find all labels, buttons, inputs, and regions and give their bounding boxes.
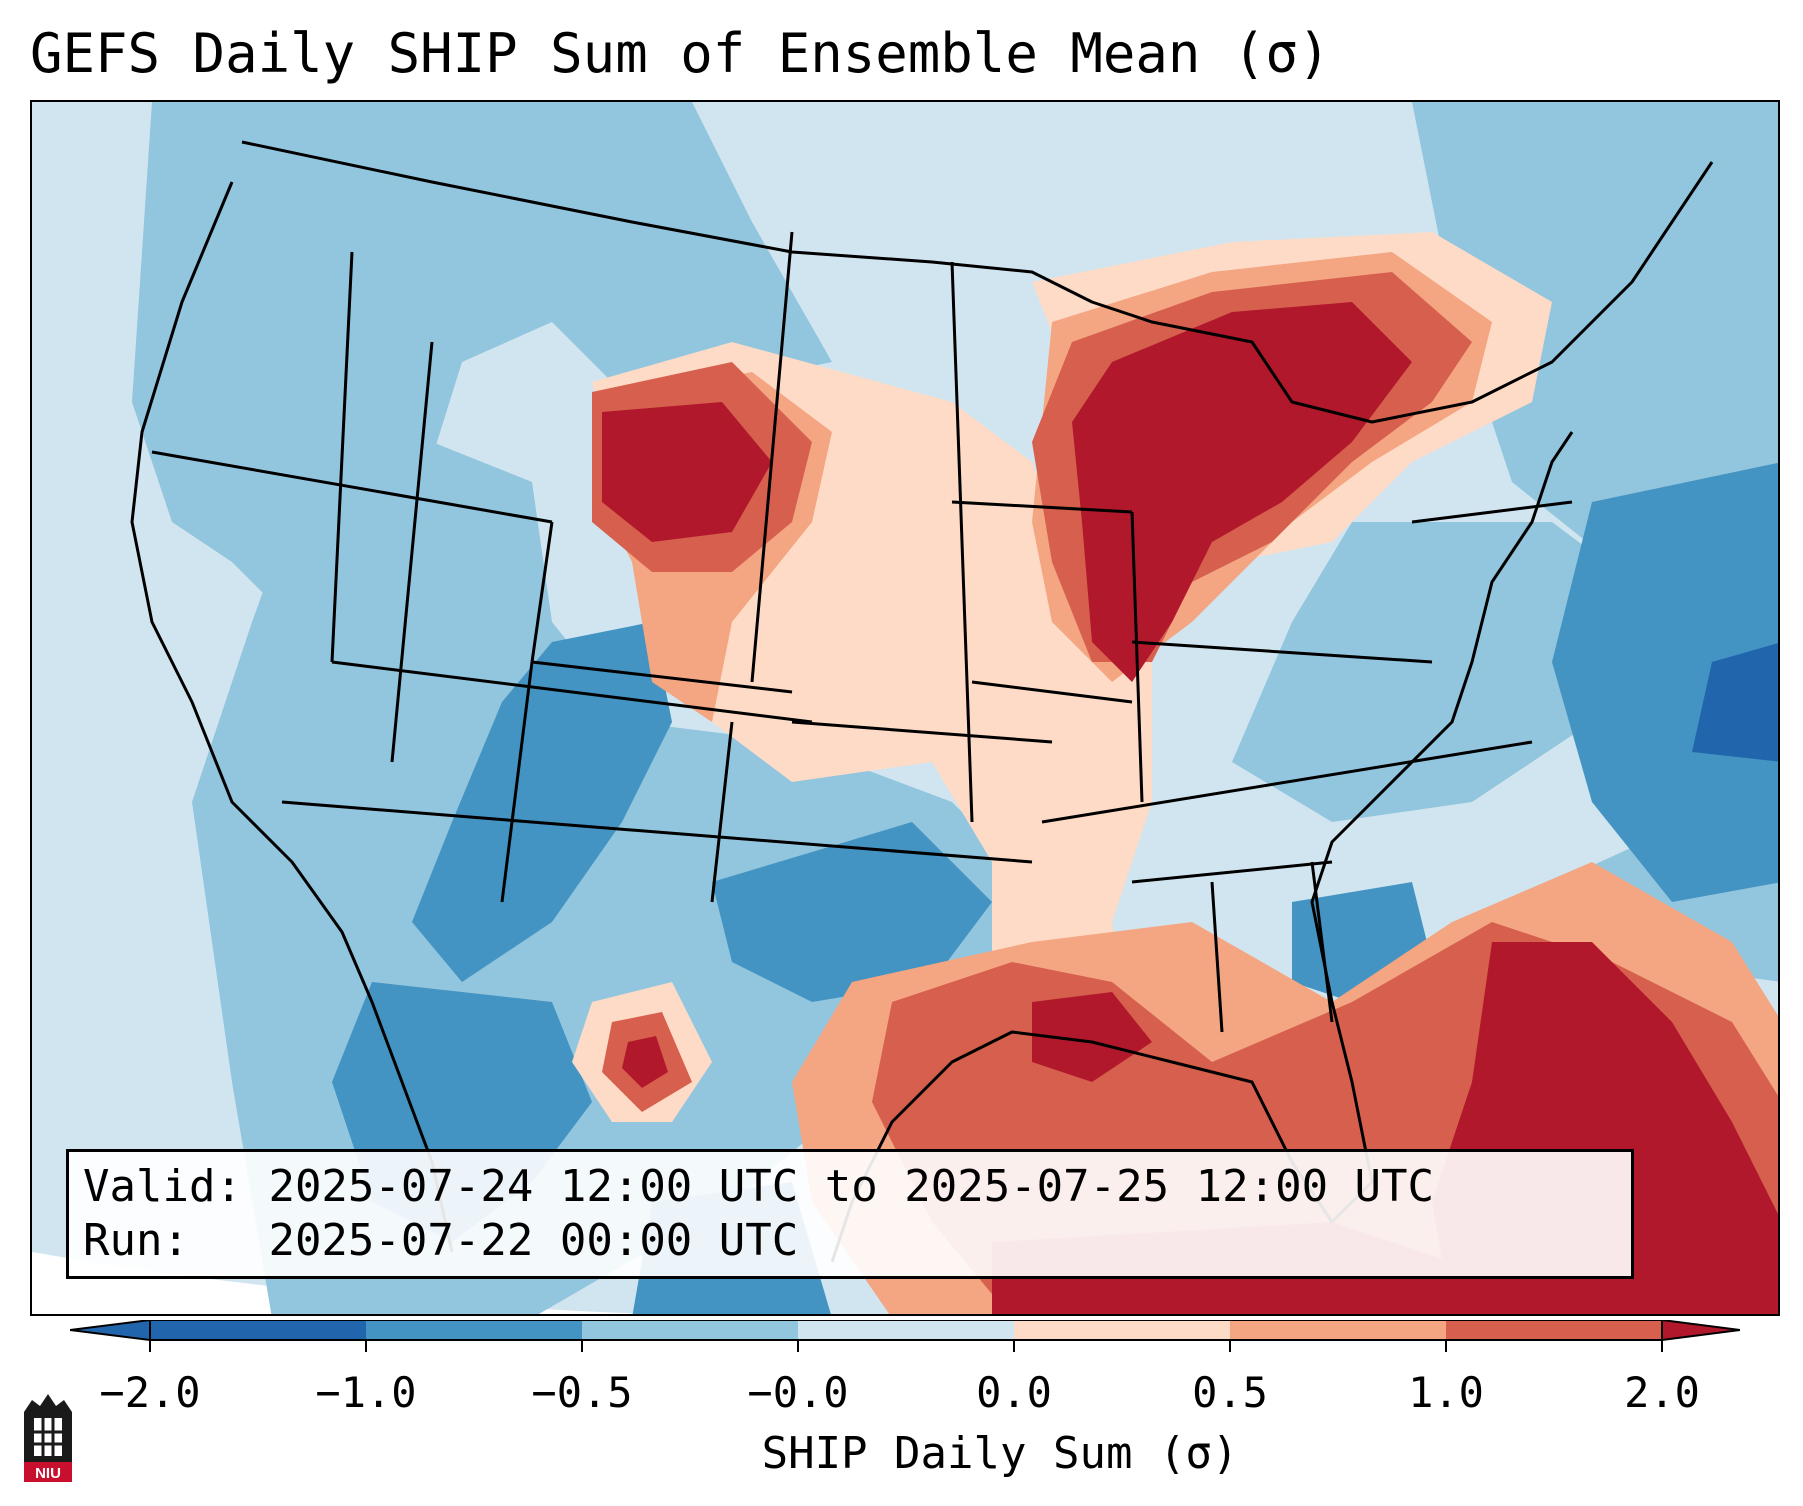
logo-text: NIU <box>35 1465 61 1482</box>
colorbar-tick-label: 0.5 <box>1192 1368 1268 1417</box>
run-label: Run: <box>83 1215 189 1266</box>
colorbar <box>70 1320 1740 1352</box>
field-strong-negative <box>1692 643 1778 762</box>
valid-label: Valid: <box>83 1161 242 1212</box>
colorbar-tick-label: −0.0 <box>747 1368 849 1417</box>
colorbar-extend-low <box>70 1320 151 1342</box>
colorbar-extend-high <box>1661 1320 1740 1342</box>
colorbar-swatch-3 <box>582 1320 798 1340</box>
map-canvas <box>32 102 1778 1314</box>
colorbar-tick-label: 1.0 <box>1408 1368 1484 1417</box>
colorbar-swatch-7 <box>1446 1320 1662 1340</box>
state-boundaries <box>130 140 1714 1263</box>
valid-run-info-box: Valid: 2025-07-24 12:00 UTC to 2025-07-2… <box>66 1149 1634 1279</box>
colorbar-tick-label: −1.0 <box>315 1368 417 1417</box>
colorbar-swatch-4 <box>798 1320 1014 1340</box>
colorbar-swatch-2 <box>366 1320 582 1340</box>
colorbar-tick-label: −0.5 <box>531 1368 633 1417</box>
map-title: GEFS Daily SHIP Sum of Ensemble Mean (σ) <box>30 22 1331 85</box>
colorbar-swatch-6 <box>1230 1320 1446 1340</box>
colorbar-swatch-1 <box>150 1320 366 1340</box>
colorbar-tick-label: 2.0 <box>1624 1368 1700 1417</box>
colorbar-ticks <box>149 1340 1663 1352</box>
colorbar-tick-label: 0.0 <box>976 1368 1052 1417</box>
colorbar-tick-label: −2.0 <box>99 1368 201 1417</box>
valid-value: 2025-07-24 12:00 UTC to 2025-07-25 12:00… <box>268 1161 1435 1212</box>
colorbar-swatch-5 <box>1014 1320 1230 1340</box>
colorbar-title: SHIP Daily Sum (σ) <box>761 1428 1239 1479</box>
niu-logo-icon: NIU <box>24 1394 72 1482</box>
run-value: 2025-07-22 00:00 UTC <box>268 1215 799 1266</box>
map-panel <box>30 100 1780 1316</box>
